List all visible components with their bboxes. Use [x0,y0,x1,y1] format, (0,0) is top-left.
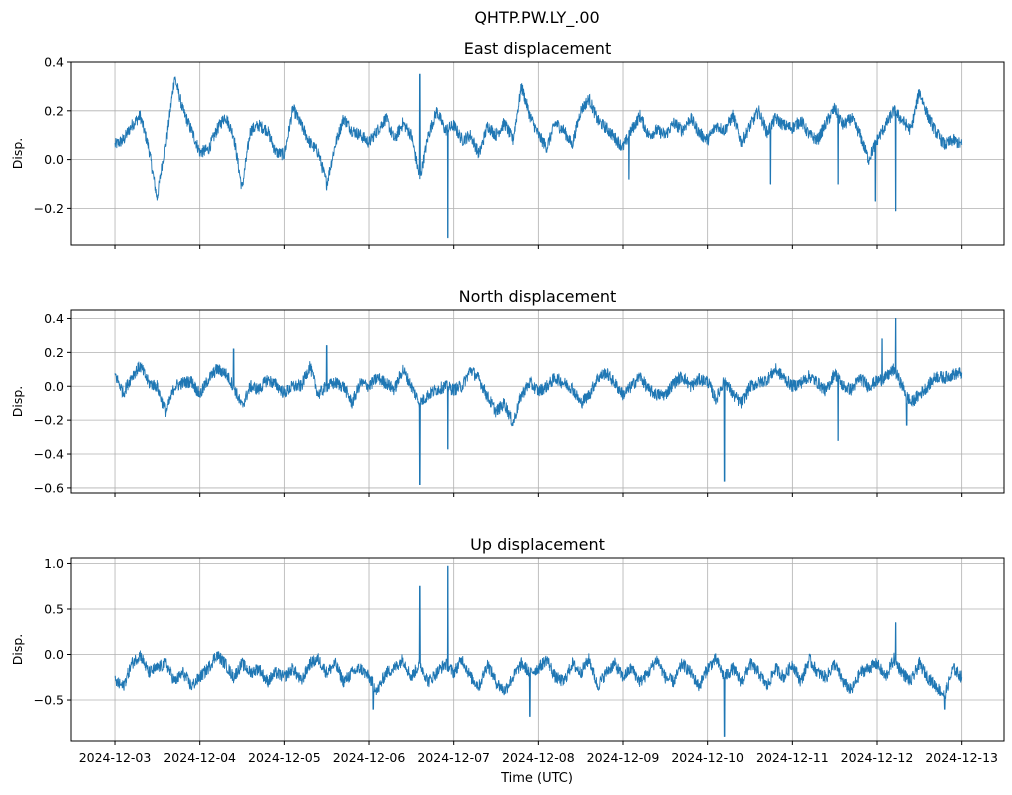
x-tick-label: 2024-12-12 [841,750,914,765]
x-tick-label: 2024-12-03 [79,750,152,765]
x-axis-label: Time (UTC) [500,771,573,786]
y-tick-label: −0.5 [34,693,64,708]
series-line-north [114,318,963,485]
y-tick-label: 0.4 [44,55,64,70]
y-tick-label: 0.4 [44,311,64,326]
series-line-up [114,565,963,737]
subplot-title: Up displacement [470,535,605,554]
y-axis-label: Disp. [10,138,25,170]
y-tick-label: −0.2 [34,201,64,216]
x-tick-label: 2024-12-10 [671,750,744,765]
axes-frame [70,309,1005,494]
y-tick-label: 1.0 [44,556,64,571]
axes-frame [70,557,1005,742]
x-tick-label: 2024-12-07 [417,750,490,765]
x-tick-label: 2024-12-08 [502,750,575,765]
subplot-title: North displacement [459,287,617,306]
y-tick-label: 0.0 [44,379,64,394]
y-axis-label: Disp. [10,634,25,666]
x-tick-label: 2024-12-11 [756,750,829,765]
x-tick-label: 2024-12-09 [587,750,660,765]
subplot-title: East displacement [464,39,611,58]
y-tick-label: −0.4 [34,447,64,462]
y-tick-label: −0.6 [34,480,64,495]
y-tick-label: 0.5 [44,601,64,616]
series-line-east [114,73,963,239]
y-axis-label: Disp. [10,386,25,418]
x-tick-label: 2024-12-06 [333,750,406,765]
x-tick-label: 2024-12-13 [925,750,998,765]
y-tick-label: 0.2 [44,345,64,360]
axes-frame [70,61,1005,246]
subplot-1: East displacement 0.4 0.2 0.0 −0.2 Disp. [10,39,1005,249]
y-tick-label: 0.2 [44,103,64,118]
y-tick-label: 0.0 [44,152,64,167]
subplot-2: North displacement 0.4 0.2 0.0 −0.2 −0.4 −0.6 D… [10,287,1005,497]
figure-title: QHTP.PW.LY_.00 [474,8,599,28]
y-tick-label: 0.0 [44,647,64,662]
subplot-3: Up displacement 1.0 0.5 0.0 −0.5 2024-12-03 20… [10,535,1005,765]
x-tick-label: 2024-12-04 [163,750,236,765]
y-tick-label: −0.2 [34,413,64,428]
x-tick-label: 2024-12-05 [248,750,321,765]
